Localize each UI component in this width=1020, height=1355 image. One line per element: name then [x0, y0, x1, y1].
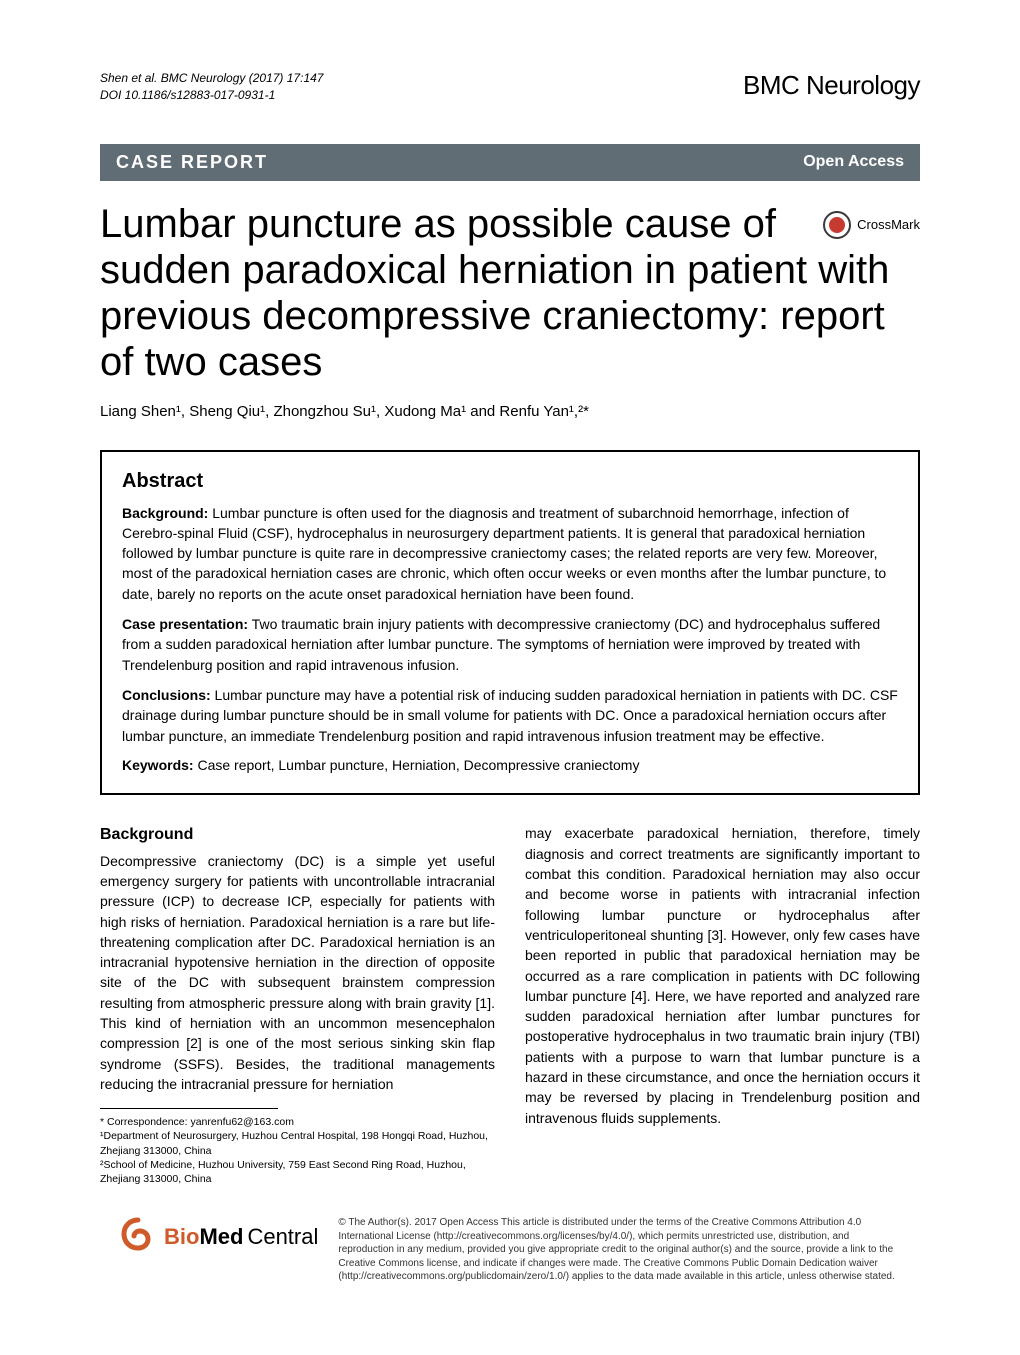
correspondence-block: * Correspondence: yanrenfu62@163.com ¹De…	[100, 1115, 495, 1186]
page-container: Shen et al. BMC Neurology (2017) 17:147 …	[0, 0, 1020, 1324]
license-text: © The Author(s). 2017 Open Access This a…	[338, 1216, 900, 1284]
crossmark-badge[interactable]: CrossMark	[823, 211, 920, 239]
logo-med: Med	[199, 1224, 243, 1250]
footer-row: BioMedCentral © The Author(s). 2017 Open…	[100, 1216, 920, 1284]
abstract-case-presentation: Case presentation: Two traumatic brain i…	[122, 614, 898, 675]
crossmark-icon	[823, 211, 851, 239]
article-title: Lumbar puncture as possible cause of sud…	[100, 201, 920, 385]
abstract-box: Abstract Background: Lumbar puncture is …	[100, 450, 920, 796]
correspondence-divider	[100, 1108, 278, 1109]
citation-line-2: DOI 10.1186/s12883-017-0931-1	[100, 87, 323, 104]
abstract-conclusions-text: Lumbar puncture may have a potential ris…	[122, 687, 898, 744]
citation-block: Shen et al. BMC Neurology (2017) 17:147 …	[100, 70, 323, 104]
background-heading: Background	[100, 823, 495, 846]
abstract-heading: Abstract	[122, 470, 898, 493]
correspondence-email: * Correspondence: yanrenfu62@163.com	[100, 1115, 495, 1129]
background-text-col1: Decompressive craniectomy (DC) is a simp…	[100, 851, 495, 1095]
biomed-central-logo: BioMedCentral	[120, 1216, 318, 1258]
abstract-conclusions: Conclusions: Lumbar puncture may have a …	[122, 685, 898, 746]
column-right: may exacerbate paradoxical herniation, t…	[525, 823, 920, 1186]
affiliation-2: ²School of Medicine, Huzhou University, …	[100, 1158, 495, 1186]
keywords-text: Case report, Lumbar puncture, Herniation…	[194, 757, 640, 773]
open-access-label: Open Access	[803, 153, 904, 171]
background-text-col2: may exacerbate paradoxical herniation, t…	[525, 823, 920, 1127]
abstract-background-text: Lumbar puncture is often used for the di…	[122, 505, 886, 602]
citation-line-1: Shen et al. BMC Neurology (2017) 17:147	[100, 70, 323, 87]
abstract-conclusions-lead: Conclusions:	[122, 687, 211, 703]
abstract-background: Background: Lumbar puncture is often use…	[122, 503, 898, 604]
logo-bio: Bio	[164, 1224, 199, 1250]
bmc-swirl-icon	[120, 1216, 156, 1258]
abstract-background-lead: Background:	[122, 505, 208, 521]
author-list: Liang Shen¹, Sheng Qiu¹, Zhongzhou Su¹, …	[100, 403, 920, 420]
abstract-keywords: Keywords: Case report, Lumbar puncture, …	[122, 756, 898, 776]
affiliation-1: ¹Department of Neurosurgery, Huzhou Cent…	[100, 1129, 495, 1157]
article-type-label: CASE REPORT	[116, 152, 268, 173]
keywords-lead: Keywords:	[122, 757, 194, 773]
column-left: Background Decompressive craniectomy (DC…	[100, 823, 495, 1186]
abstract-case-lead: Case presentation:	[122, 616, 248, 632]
crossmark-label: CrossMark	[857, 217, 920, 232]
header-row: Shen et al. BMC Neurology (2017) 17:147 …	[100, 70, 920, 104]
article-type-banner: CASE REPORT Open Access	[100, 144, 920, 181]
logo-central: Central	[247, 1224, 318, 1250]
journal-brand: BMC Neurology	[743, 70, 920, 101]
body-columns: Background Decompressive craniectomy (DC…	[100, 823, 920, 1186]
